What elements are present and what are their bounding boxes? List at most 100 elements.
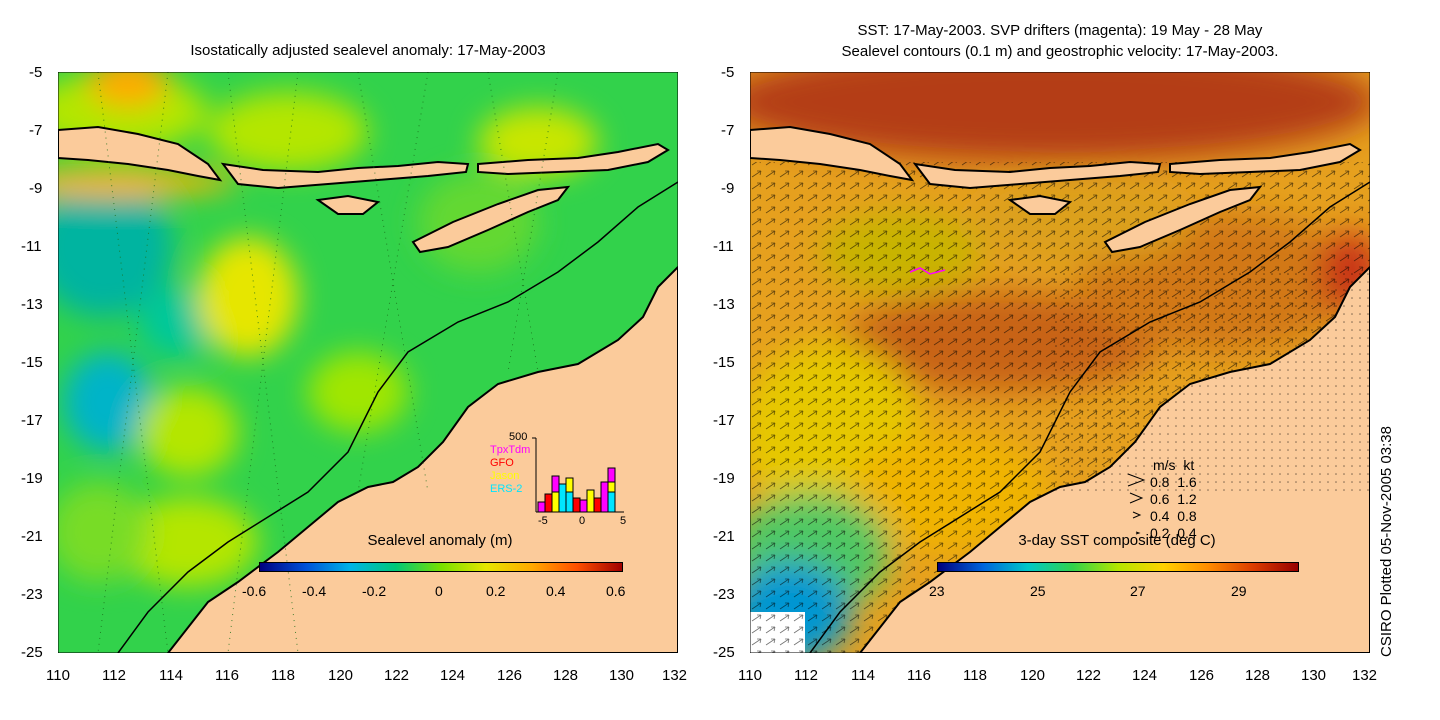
right-xtick: 118: [963, 667, 987, 684]
credit-text: CSIRO Plotted 05-Nov-2005 03:38: [1378, 426, 1395, 657]
velocity-legend-arrows: [1127, 473, 1146, 535]
legend-tpxtdm: TpxTdm: [490, 444, 531, 456]
left-xtick: 128: [553, 667, 579, 684]
right-xtick: 112: [794, 667, 818, 684]
left-ytick: -9: [29, 180, 43, 197]
timor-island-r: [1103, 185, 1263, 254]
right-ytick: -7: [721, 122, 735, 139]
left-xtick: 114: [159, 667, 183, 684]
australia-left: [166, 265, 678, 653]
left-xtick: 132: [662, 667, 688, 684]
left-xtick: 120: [328, 667, 354, 684]
flores-island-r: [1169, 142, 1362, 176]
altimeter-tracks: [97, 72, 559, 653]
right-xtick: 116: [907, 667, 931, 684]
left-cb-tick-5: 0.4: [546, 583, 566, 599]
shelf-dots: [1050, 272, 1370, 492]
histogram-xtick-5: 5: [620, 515, 627, 527]
right-xtick: 128: [1245, 667, 1271, 684]
right-xtick: 114: [851, 667, 875, 684]
left-xtick: 130: [609, 667, 635, 684]
left-ytick: -13: [21, 296, 43, 313]
sumba-island: [315, 194, 381, 215]
left-cb-tick-6: 0.6: [606, 583, 626, 599]
left-ytick: -21: [21, 528, 43, 545]
right-ytick: -23: [713, 586, 735, 603]
velocity-legend-row: 0.2 0.4: [1150, 525, 1197, 541]
right-xtick: 130: [1301, 667, 1327, 684]
histogram-legend: TpxTdm GFO Jason ERS-2: [490, 445, 530, 495]
histogram-xtick-neg5: -5: [538, 515, 548, 527]
right-cb-tick-0: 23: [929, 583, 945, 599]
velocity-legend-row: 0.8 1.6: [1150, 474, 1197, 490]
right-cb-tick-2: 27: [1130, 583, 1146, 599]
legend-gfo: GFO: [490, 457, 514, 469]
left-xtick: 116: [215, 667, 239, 684]
right-ytick: -11: [713, 238, 734, 255]
left-xtick: 126: [497, 667, 523, 684]
left-ytick: -25: [21, 644, 43, 661]
left-ytick: -7: [29, 122, 43, 139]
left-cb-tick-4: 0.2: [486, 583, 506, 599]
right-cb-tick-3: 29: [1231, 583, 1247, 599]
right-xtick: 110: [738, 667, 762, 684]
left-shelf-contour: [117, 181, 678, 653]
left-cb-tick-2: -0.2: [362, 583, 387, 599]
left-cb-tick-1: -0.4: [302, 583, 327, 599]
sumba-island-r: [1007, 194, 1073, 215]
left-ytick: -11: [21, 238, 42, 255]
left-ytick: -15: [21, 354, 43, 371]
left-xtick: 118: [271, 667, 295, 684]
right-xtick: 120: [1020, 667, 1046, 684]
left-ytick: -5: [29, 64, 43, 81]
velocity-legend-header: m/s kt: [1153, 457, 1195, 473]
histogram-ymax-label: 500: [509, 431, 528, 443]
left-ytick: -19: [21, 470, 43, 487]
histogram-bars: [537, 467, 616, 513]
right-xtick: 126: [1189, 667, 1215, 684]
left-xtick: 122: [384, 667, 410, 684]
right-cb-tick-1: 25: [1030, 583, 1046, 599]
right-colorbar: [937, 562, 1299, 572]
histogram-xtick-0: 0: [579, 515, 586, 527]
left-xtick: 112: [102, 667, 126, 684]
bali-lombok-islands-r: [912, 160, 1162, 190]
right-ytick: -13: [713, 296, 735, 313]
left-ytick: -23: [21, 586, 43, 603]
bali-lombok-islands: [220, 160, 470, 190]
right-colorbar-label: 3-day SST composite (deg C): [1018, 532, 1216, 549]
velocity-legend-row: 0.6 1.2: [1150, 491, 1197, 507]
drifter-track: [909, 267, 946, 275]
left-xtick: 124: [440, 667, 466, 684]
right-ytick: -5: [721, 64, 735, 81]
java-island-r: [750, 125, 915, 182]
legend-ers2: ERS-2: [490, 483, 523, 495]
right-panel-title-1: SST: 17-May-2003. SVP drifters (magenta)…: [857, 22, 1263, 39]
right-xtick: 122: [1076, 667, 1102, 684]
left-panel-title: Isostatically adjusted sealevel anomaly:…: [190, 42, 546, 59]
right-xtick: 124: [1132, 667, 1158, 684]
left-colorbar: [259, 562, 623, 572]
left-cb-tick-3: 0: [435, 583, 443, 599]
right-ytick: -17: [713, 412, 735, 429]
legend-jason: Jason: [490, 470, 520, 482]
right-shelf-contour: [809, 181, 1370, 653]
timor-island: [411, 185, 571, 254]
left-cb-tick-0: -0.6: [242, 583, 267, 599]
java-island: [58, 125, 223, 182]
right-panel-title-2: Sealevel contours (0.1 m) and geostrophi…: [841, 43, 1279, 60]
left-map[interactable]: [58, 72, 678, 653]
left-ytick: -17: [21, 412, 43, 429]
left-xtick: 110: [46, 667, 70, 684]
flores-island: [477, 142, 670, 176]
right-ytick: -19: [713, 470, 735, 487]
right-xtick: 132: [1352, 667, 1378, 684]
right-ytick: -9: [721, 180, 735, 197]
altimeter-histogram: [532, 437, 624, 513]
left-colorbar-label: Sealevel anomaly (m): [367, 532, 513, 549]
left-anomaly-field: [58, 72, 598, 587]
right-ytick: -25: [713, 644, 735, 661]
right-ytick: -21: [713, 528, 735, 545]
velocity-legend-row: 0.4 0.8: [1150, 508, 1197, 524]
right-ytick: -15: [713, 354, 735, 371]
